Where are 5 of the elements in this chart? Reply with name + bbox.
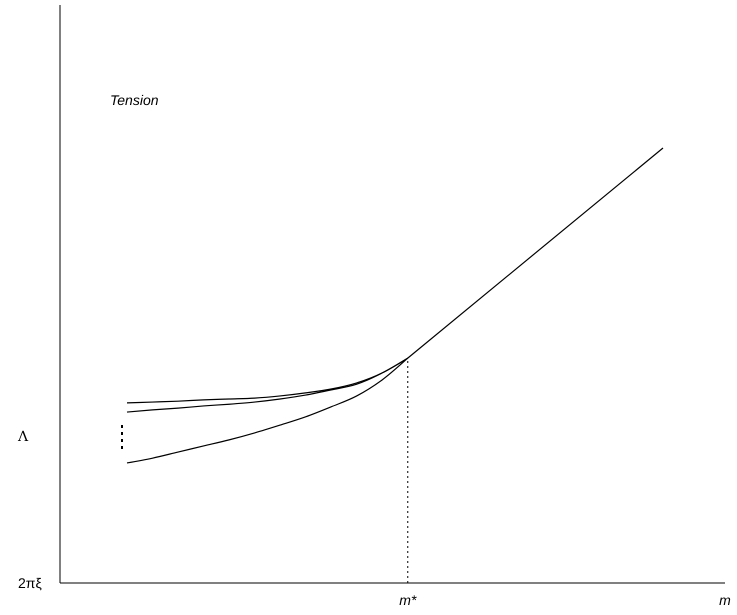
y-axis-title: Tension <box>110 92 159 108</box>
text: 2πξ <box>18 575 42 591</box>
text: Λ <box>17 429 29 445</box>
text: m* <box>399 592 417 608</box>
x-axis-title: m <box>719 592 732 608</box>
